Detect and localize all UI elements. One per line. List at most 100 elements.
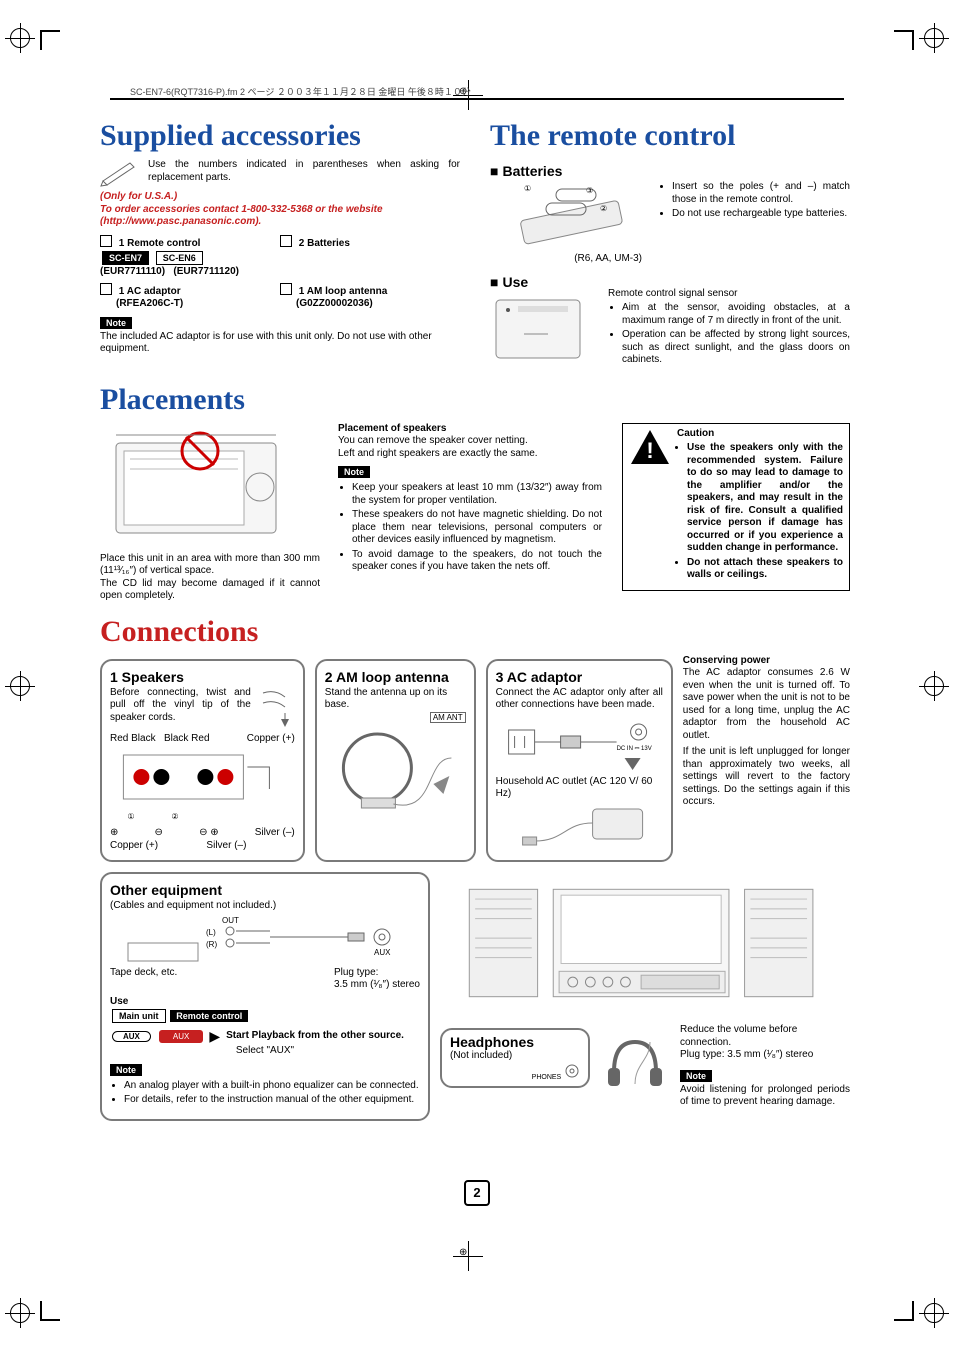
section-title: Placements (100, 383, 850, 417)
cons-heading: Conserving power (683, 655, 850, 668)
registration-mark (10, 28, 30, 48)
aux-oval: AUX (112, 1031, 151, 1042)
hp-sub: (Not included) (450, 1050, 512, 1061)
aux-wiring-illustration: OUT (L) (R) AUX (110, 913, 420, 967)
label: Black (164, 733, 188, 744)
ac-text: Connect the AC adaptor only after all ot… (496, 687, 663, 712)
label: Red (110, 733, 128, 744)
crop-mark (894, 1301, 914, 1321)
content: Supplied accessories Use the numbers ind… (100, 115, 850, 1121)
crop-mark (40, 30, 60, 50)
battery-bullet: Do not use rechargeable type batteries. (672, 208, 850, 221)
registration-mark (10, 1303, 30, 1323)
ac-adaptor-illustration (496, 801, 663, 851)
svg-text:③: ③ (586, 186, 593, 195)
conserving-power: Conserving power The AC adaptor consumes… (683, 655, 850, 863)
connections-top: 1 Speakers Before connecting, twist and … (100, 655, 850, 863)
hp-plug: Plug type: 3.5 mm (¹⁄₈″) stereo (680, 1049, 850, 1062)
sp-line: Left and right speakers are exactly the … (338, 448, 602, 461)
svg-text:AUX: AUX (374, 948, 391, 957)
label: Black (131, 733, 155, 744)
scen7-chip: SC-EN7 (102, 251, 149, 265)
am-text: Stand the antenna up on its base. (325, 687, 466, 712)
remote-control: The remote control Batteries ① ③ ② (490, 115, 850, 371)
start-playback: Start Playback from the other source. (226, 1030, 420, 1043)
registration-mark (10, 676, 30, 696)
checkbox-icon (280, 235, 292, 247)
system-illustration (440, 868, 850, 1018)
label: Silver (–) (255, 827, 295, 840)
am-antenna-panel: 2 AM loop antenna Stand the antenna up o… (315, 659, 476, 863)
registration-mark (924, 1303, 944, 1323)
placement-text: Place this unit in an area with more tha… (100, 553, 320, 578)
speaker-terminals-illustration: ① ② (110, 747, 295, 827)
header-meta: SC-EN7-6(RQT7316-P).fm 2 ページ ２００３年１１月２８日… (130, 85, 471, 98)
sp-bullet: Keep your speakers at least 10 mm (13/32… (352, 482, 602, 507)
section-title: The remote control (490, 119, 850, 153)
tape-label: Tape deck, etc. (110, 967, 177, 992)
use-heading: Use (490, 274, 600, 290)
registration-mark (924, 676, 944, 696)
use-bullet: Operation can be affected by strong ligh… (622, 329, 850, 367)
remote-chip: Remote control (170, 1010, 248, 1022)
unit-front-illustration (490, 294, 586, 364)
svg-text:DC IN ⎓ 13V: DC IN ⎓ 13V (616, 746, 651, 752)
header-rule (110, 98, 844, 100)
headphones-illustration (600, 1024, 670, 1094)
caution-bullet: Use the speakers only with the recommend… (687, 442, 843, 555)
other-equipment-panel: Other equipment (Cables and equipment no… (100, 872, 430, 1121)
plug-type-label: Plug type: (334, 967, 378, 978)
svg-text:(R): (R) (206, 940, 217, 949)
checkbox-icon (280, 283, 292, 295)
battery-spec: (R6, AA, UM-3) (490, 253, 642, 266)
label: Copper (+) (247, 733, 295, 746)
crop-mark (40, 1301, 60, 1321)
pencil-icon (100, 159, 140, 187)
panel-title: Other equipment (110, 882, 420, 898)
svg-text:①: ① (524, 184, 531, 193)
other-bullet: An analog player with a built-in phono e… (124, 1080, 420, 1093)
supplied-accessories: Supplied accessories Use the numbers ind… (100, 115, 460, 371)
svg-text:②: ② (600, 204, 607, 213)
svg-text:(L): (L) (206, 928, 216, 937)
usa-only: (Only for U.S.A.) (100, 191, 460, 204)
other-sub: (Cables and equipment not included.) (110, 900, 420, 913)
am-ant-label: AM ANT (325, 712, 466, 725)
panel-title: 3 AC adaptor (496, 669, 663, 685)
section-title: Connections (100, 615, 850, 649)
phones-label: PHONES (532, 1074, 562, 1081)
hp-reduce: Reduce the volume before connection. (680, 1024, 850, 1049)
caution-box: ! Caution Use the speakers only with the… (622, 423, 850, 591)
twist-icon (255, 687, 295, 727)
system-and-headphones: Headphones (Not included) PHONES Reduce … (440, 868, 850, 1121)
label: ⊕ (110, 827, 118, 840)
caution-bullet: Do not attach these speakers to walls or… (687, 557, 843, 582)
registration-mark (924, 28, 944, 48)
batteries-illustration: ① ③ ② (490, 183, 640, 253)
speaker-placement-heading: Placement of speakers (338, 423, 602, 436)
sp-line: You can remove the speaker cover netting… (338, 435, 602, 448)
caution-heading: Caution (677, 428, 843, 441)
label: Silver (–) (206, 840, 246, 853)
note-chip: Note (338, 466, 370, 478)
cons-text: The AC adaptor consumes 2.6 W even when … (683, 667, 850, 742)
placement-illustration (100, 423, 300, 553)
scen6-code: (EUR7711120) (173, 266, 239, 277)
panel-title: 2 AM loop antenna (325, 669, 466, 685)
svg-text:①: ① (127, 812, 134, 821)
sp-bullet: To avoid damage to the speakers, do not … (352, 549, 602, 574)
label: ⊖ (155, 827, 163, 840)
use-bullet: Aim at the sensor, avoiding obstacles, a… (622, 302, 850, 327)
note-chip: Note (110, 1064, 142, 1076)
scen7-code: (EUR7711110) (100, 266, 165, 277)
section-title: Supplied accessories (100, 119, 460, 153)
warning-icon: ! (629, 428, 671, 466)
ac-adaptor-panel: 3 AC adaptor Connect the AC adaptor only… (486, 659, 673, 863)
label: Red (191, 733, 209, 744)
placement-text: The CD lid may become damaged if it cann… (100, 578, 320, 603)
page-number: 2 (464, 1180, 490, 1206)
battery-bullet: Insert so the poles (+ and –) match thos… (672, 181, 850, 206)
ac-plug-illustration: DC IN ⎓ 13V (496, 716, 663, 776)
panel-title: Headphones (450, 1034, 534, 1050)
svg-text:OUT: OUT (222, 916, 239, 925)
